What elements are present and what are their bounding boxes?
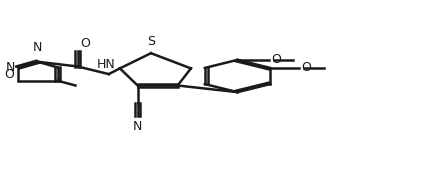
- Text: HN: HN: [97, 58, 116, 71]
- Text: O: O: [301, 61, 311, 74]
- Text: O: O: [80, 37, 90, 50]
- Text: N: N: [133, 120, 143, 133]
- Text: N: N: [33, 41, 43, 54]
- Text: O: O: [4, 68, 14, 81]
- Text: O: O: [271, 53, 281, 66]
- Text: N: N: [6, 61, 16, 74]
- Text: S: S: [147, 36, 155, 48]
